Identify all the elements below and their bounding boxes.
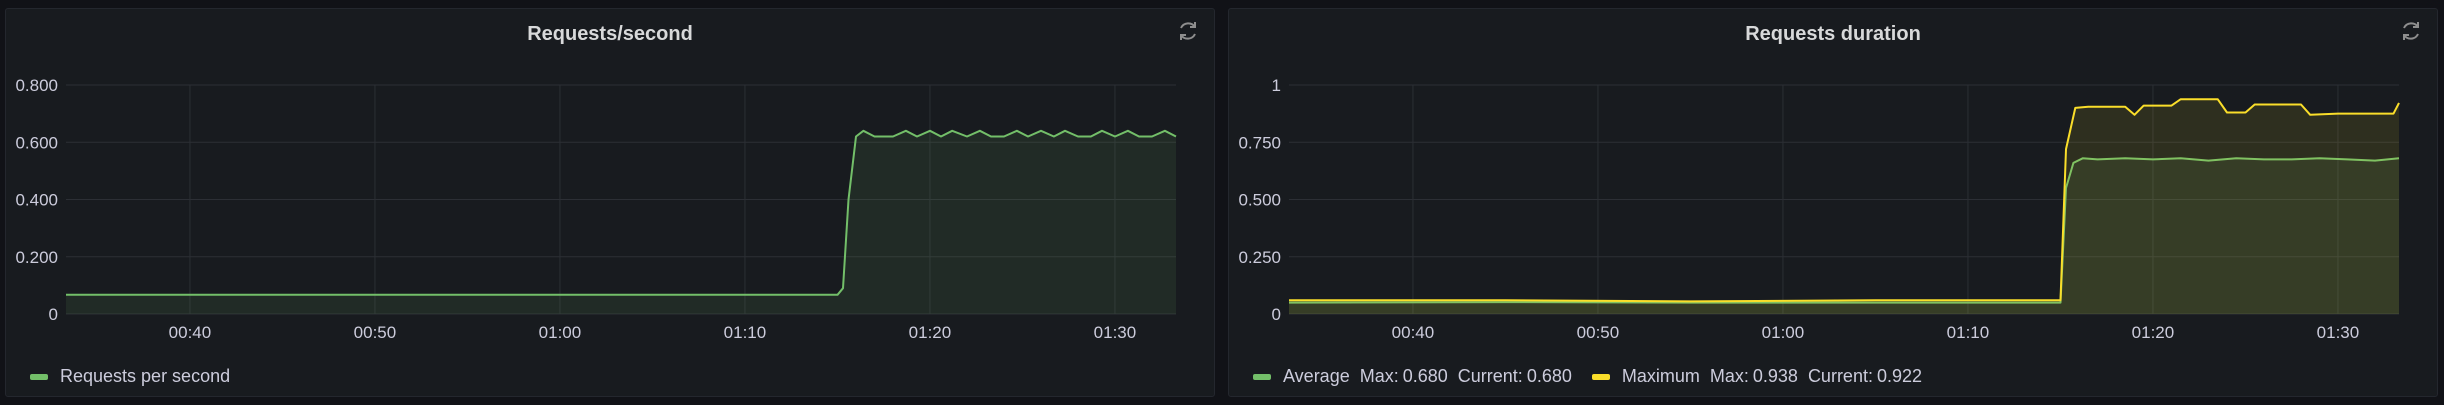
x-tick-label: 01:20 <box>2132 323 2175 342</box>
legend: Requests per second <box>30 366 250 387</box>
x-tick-label: 00:40 <box>1392 323 1435 342</box>
x-tick-label: 01:10 <box>1947 323 1990 342</box>
refresh-icon[interactable] <box>1176 19 1200 43</box>
panel-title[interactable]: Requests/second <box>527 23 693 45</box>
y-tick-label: 0 <box>1272 305 1281 324</box>
x-tick-label: 01:10 <box>724 323 767 342</box>
x-tick-label: 01:00 <box>1762 323 1805 342</box>
legend-label: Requests per second <box>60 366 231 386</box>
requests-per-second-panel: Requests/second 0 0.200 0.400 0.600 0.800 00:… <box>5 8 1215 397</box>
y-tick-label: 0.400 <box>15 191 58 210</box>
legend: Average Max: 0.680 Current: 0.680 Maximu… <box>1253 366 1942 387</box>
legend-max-value: 0.938 <box>1752 366 1798 386</box>
x-tick-label: 01:30 <box>1094 323 1137 342</box>
legend-swatch <box>1591 373 1610 380</box>
y-tick-label: 0.750 <box>1238 133 1281 152</box>
legend-max-value: 0.680 <box>1402 366 1448 386</box>
requests-per-second-chart[interactable]: 0 0.200 0.400 0.600 0.800 00:40 00:50 01:00 01:1… <box>6 9 1216 349</box>
panel-title[interactable]: Requests duration <box>1745 23 1921 45</box>
legend-swatch <box>1253 373 1271 380</box>
legend-current-label: Current: <box>1807 366 1873 386</box>
legend-max-label: Max: <box>1359 366 1399 386</box>
legend-item-maximum[interactable]: Maximum Max: 0.938 Current: 0.922 <box>1591 366 1923 387</box>
series-line-requests-per-second <box>66 129 1177 296</box>
x-tick-label: 01:20 <box>909 323 952 342</box>
series-area-requests-per-second <box>66 130 1176 314</box>
legend-current-label: Current: <box>1457 366 1523 386</box>
y-tick-label: 1 <box>1272 76 1281 95</box>
x-tick-label: 00:40 <box>169 323 212 342</box>
refresh-icon[interactable] <box>2399 19 2423 43</box>
legend-label: Maximum <box>1621 366 1700 386</box>
requests-duration-chart[interactable]: 0 0.250 0.500 0.750 1 00:40 00:50 01:00 01:10 01:… <box>1229 9 2439 349</box>
legend-current-value: 0.680 <box>1526 366 1572 386</box>
series-area-average <box>1289 158 2399 314</box>
legend-item-average[interactable]: Average Max: 0.680 Current: 0.680 <box>1253 366 1572 387</box>
y-tick-label: 0 <box>49 305 58 324</box>
y-tick-label: 0.500 <box>1238 191 1281 210</box>
y-tick-label: 0.800 <box>15 76 58 95</box>
series-line-average <box>1288 157 2400 304</box>
legend-item-requests-per-second[interactable]: Requests per second <box>30 366 230 387</box>
x-tick-label: 01:30 <box>2317 323 2360 342</box>
legend-label: Average <box>1283 366 1350 386</box>
legend-max-label: Max: <box>1709 366 1749 386</box>
x-tick-label: 00:50 <box>354 323 397 342</box>
x-tick-label: 00:50 <box>1577 323 1620 342</box>
legend-swatch <box>30 373 48 380</box>
requests-duration-panel: Requests duration 0 0.250 0.500 0.750 1 00:40… <box>1228 8 2438 397</box>
y-tick-label: 0.600 <box>15 133 58 152</box>
series-line-maximum <box>1289 98 2400 303</box>
x-tick-label: 01:00 <box>539 323 582 342</box>
series-area-maximum <box>1289 99 2399 314</box>
legend-current-value: 0.922 <box>1876 366 1923 386</box>
y-tick-label: 0.250 <box>1238 248 1281 267</box>
y-tick-label: 0.200 <box>15 248 58 267</box>
